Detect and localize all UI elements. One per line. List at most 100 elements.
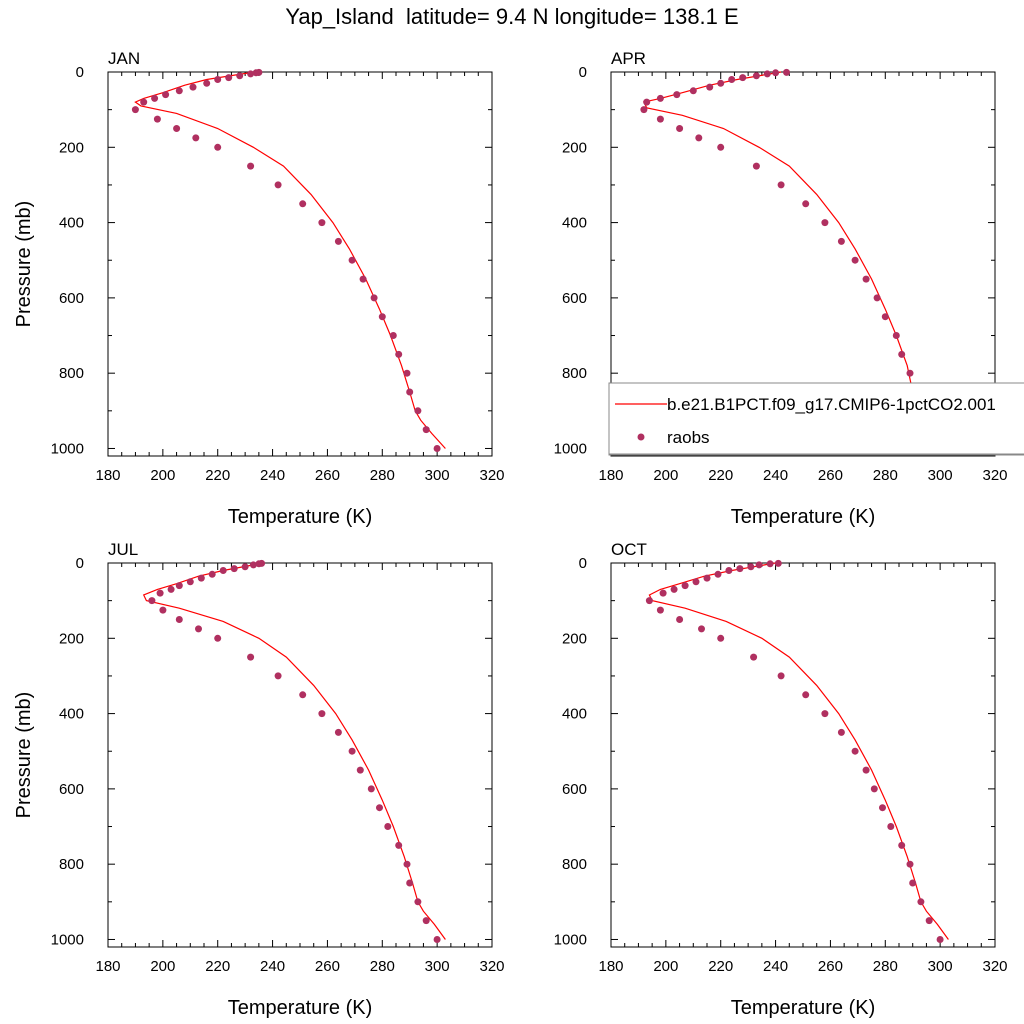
raobs-point (249, 561, 257, 569)
plot-frame (107, 562, 493, 948)
x-tick-label: 180 (95, 467, 120, 484)
panel-oct: 180 200 220 240 260 280 300 320 0 200 400 600 800 100… (554, 540, 1008, 1019)
raobs-point (156, 589, 164, 597)
legend-model-label: b.e21.B1PCT.f09_g17.CMIP6-1pctCO2.001 (667, 395, 996, 414)
legend-obs-swatch (637, 433, 645, 441)
x-tick-label: 320 (982, 958, 1007, 975)
raobs-point (659, 589, 667, 597)
raobs-point (750, 653, 758, 661)
x-tick-label: 240 (260, 958, 285, 975)
raobs-point (802, 200, 810, 208)
raobs-point (656, 94, 664, 102)
x-tick-label: 200 (150, 467, 175, 484)
raobs-point (131, 106, 139, 114)
page-title: Yap_Island latitude= 9.4 N longitude= 13… (285, 4, 739, 29)
raobs-point (247, 653, 255, 661)
raobs-point (706, 83, 714, 91)
raobs-point (870, 785, 878, 793)
raobs-point (752, 162, 760, 170)
raobs-point (367, 785, 375, 793)
raobs-point (763, 70, 771, 78)
raobs-point (376, 804, 383, 812)
y-tick-label: 400 (562, 215, 587, 232)
x-tick-label: 180 (95, 958, 120, 975)
raobs-point (917, 898, 925, 906)
raobs-point (214, 634, 222, 642)
raobs-point (395, 350, 403, 358)
raobs-point (348, 747, 356, 755)
y-tick-label: 600 (562, 290, 587, 307)
raobs-point (777, 672, 785, 680)
raobs-point (274, 181, 282, 189)
raobs-point (173, 125, 181, 132)
raobs-point (703, 574, 711, 582)
model-profile-line (142, 562, 446, 940)
y-tick-label: 1000 (554, 931, 587, 948)
raobs-point (318, 710, 326, 718)
raobs-point (783, 68, 790, 76)
raobs-point (195, 625, 202, 633)
raobs-point (422, 426, 430, 434)
x-tick-label: 260 (315, 958, 340, 975)
raobs-point (936, 936, 944, 943)
raobs-point (403, 369, 411, 377)
raobs-point (717, 634, 725, 642)
raobs-point (406, 879, 414, 887)
raobs-point (862, 766, 870, 774)
plot-frame (107, 71, 493, 457)
x-tick-label: 180 (598, 958, 623, 975)
raobs-point (214, 76, 222, 83)
raobs-point (747, 563, 755, 571)
y-tick-label: 200 (59, 630, 84, 647)
model-profile-line (134, 71, 446, 449)
raobs-point (384, 823, 392, 830)
raobs-point (698, 625, 705, 633)
x-tick-label: 260 (818, 467, 843, 484)
y-tick-label: 0 (76, 64, 84, 81)
x-tick-label: 200 (150, 958, 175, 975)
raobs-point (821, 710, 829, 718)
raobs-point (186, 578, 194, 586)
raobs-point (334, 237, 342, 245)
raobs-point (255, 560, 263, 568)
raobs-point (766, 560, 774, 568)
raobs-point (274, 672, 282, 680)
model-profile-line (648, 562, 949, 940)
x-axis-label: Temperature (K) (228, 506, 373, 528)
x-tick-label: 300 (928, 467, 953, 484)
x-tick-label: 220 (708, 958, 733, 975)
x-tick-label: 320 (479, 467, 504, 484)
raobs-point (656, 606, 664, 614)
panel-apr: 180 200 220 240 260 280 300 320 0 200 400 600 800 100… (554, 49, 1008, 528)
raobs-point (645, 597, 653, 605)
raobs-point (717, 143, 725, 151)
x-tick-label: 280 (873, 958, 898, 975)
raobs-point (736, 565, 744, 573)
raobs-point (203, 79, 211, 87)
raobs-point (159, 606, 167, 614)
y-tick-label: 200 (562, 139, 587, 156)
x-tick-label: 280 (370, 467, 395, 484)
x-tick-label: 240 (763, 467, 788, 484)
raobs-point (247, 70, 255, 78)
raobs-point (906, 860, 914, 868)
x-tick-label: 180 (598, 467, 623, 484)
x-tick-label: 300 (425, 958, 450, 975)
legend-box (608, 382, 1024, 456)
raobs-point (208, 570, 216, 578)
x-tick-label: 220 (205, 467, 230, 484)
raobs-point (299, 691, 307, 699)
raobs-point (153, 115, 161, 123)
raobs-point (755, 561, 763, 569)
y-tick-label: 600 (59, 290, 84, 307)
raobs-point (692, 578, 700, 586)
raobs-point (643, 98, 651, 106)
raobs-point (356, 766, 364, 774)
raobs-point (676, 125, 684, 132)
x-tick-label: 220 (205, 958, 230, 975)
raobs-point (299, 200, 307, 208)
raobs-point (673, 91, 681, 99)
raobs-point (403, 860, 411, 868)
panel-title: JAN (108, 49, 140, 68)
raobs-point (414, 898, 422, 906)
